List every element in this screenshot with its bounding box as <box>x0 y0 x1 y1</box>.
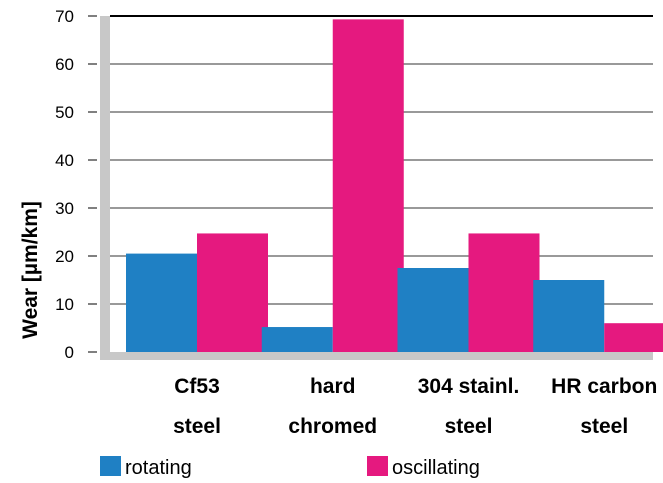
x-category-label: steel <box>580 415 628 438</box>
y-axis-ticks: 0 10 20 30 40 50 60 70 <box>55 7 97 362</box>
x-category-label: steel <box>173 415 221 438</box>
floor <box>100 352 653 360</box>
x-axis-category-labels: Cf53 steel hard chromed 304 stainl. steel HR c… <box>173 375 657 438</box>
y-axis-label: Wear [µm/km] <box>19 201 42 339</box>
legend-swatch-oscillating <box>367 456 388 476</box>
y-tick-label: 0 <box>65 343 74 362</box>
y-tick-label: 10 <box>55 295 74 314</box>
bar-oscillating <box>197 233 268 352</box>
y-tick-label: 50 <box>55 103 74 122</box>
chart-3d-walls <box>100 16 653 360</box>
y-tick-label: 30 <box>55 199 74 218</box>
bar-oscillating <box>468 233 540 352</box>
legend-label-rotating: rotating <box>125 457 192 479</box>
bar-oscillating <box>604 323 663 352</box>
bar-rotating <box>261 327 333 352</box>
x-category-label: chromed <box>288 415 377 438</box>
side-wall <box>100 16 110 360</box>
y-tick-label: 60 <box>55 55 74 74</box>
bar-oscillating <box>332 19 404 353</box>
y-tick-label: 70 <box>55 7 74 26</box>
y-tick-label: 40 <box>55 151 74 170</box>
bar-rotating <box>126 253 197 352</box>
x-category-label: HR carbon <box>551 375 657 398</box>
x-category-label: Cf53 <box>174 375 220 398</box>
bar-rotating <box>397 268 469 352</box>
bar-rotating <box>533 280 605 352</box>
bars <box>126 19 663 353</box>
legend: rotating oscillating <box>100 456 480 479</box>
x-category-label: hard <box>310 375 356 398</box>
x-category-label: 304 stainl. <box>418 375 520 398</box>
legend-swatch-rotating <box>100 456 121 476</box>
x-category-label: steel <box>445 415 493 438</box>
y-tick-label: 20 <box>55 247 74 266</box>
legend-label-oscillating: oscillating <box>392 457 480 479</box>
